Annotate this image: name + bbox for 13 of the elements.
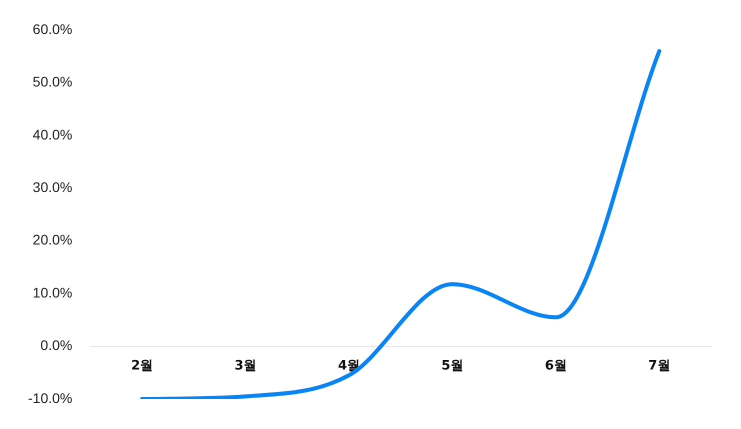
y-tick-label: 0.0%: [40, 337, 72, 354]
y-tick-label: 10.0%: [32, 284, 72, 300]
x-tick-label: 2월: [131, 358, 154, 374]
x-tick-label: 3월: [234, 358, 257, 374]
y-tick-label: 40.0%: [32, 126, 72, 142]
x-tick-label: 5월: [441, 358, 464, 374]
x-tick-label: 7월: [648, 358, 670, 374]
y-tick-label: 60.0%: [32, 20, 72, 37]
x-tick-label: 6월: [544, 358, 567, 374]
y-tick-label: 50.0%: [32, 74, 72, 90]
y-tick-label: 20.0%: [32, 232, 72, 248]
y-tick-label: -10.0%: [28, 390, 72, 406]
y-tick-label: 30.0%: [32, 179, 72, 195]
